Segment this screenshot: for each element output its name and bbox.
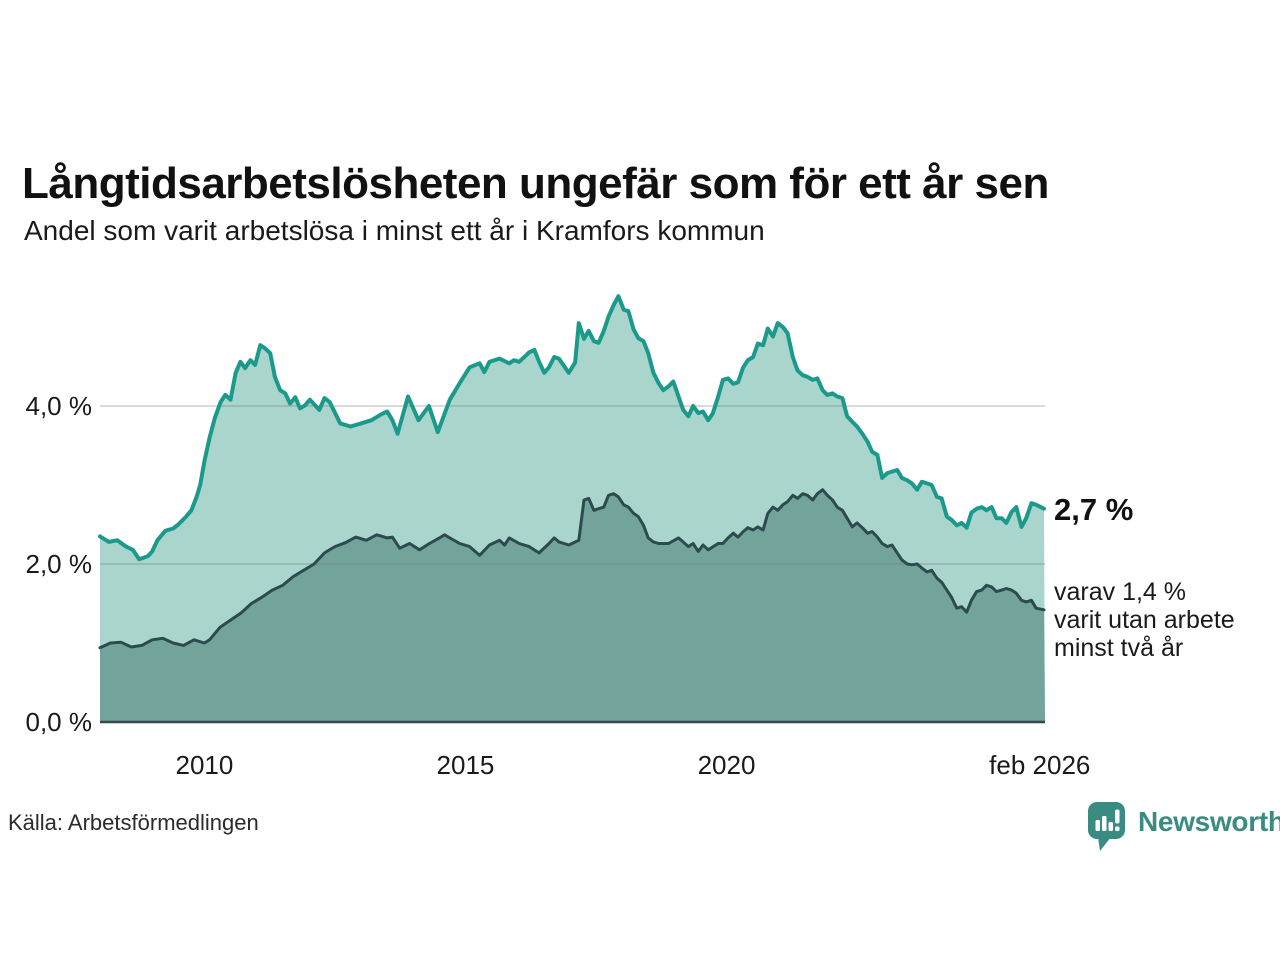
chart-title: Långtidsarbetslösheten ungefär som för e…: [22, 159, 1049, 209]
chart-subtitle: Andel som varit arbetslösa i minst ett å…: [24, 215, 765, 246]
x-tick-label: 2015: [436, 750, 495, 780]
x-tick-label: feb 2026: [989, 750, 1091, 780]
end-note: varav 1,4 % varit utan arbete minst två …: [1054, 578, 1235, 662]
x-tick-label: 2010: [175, 750, 234, 780]
area-unemployed-2yr: [100, 489, 1045, 722]
y-tick-label: 2,0 %: [25, 549, 93, 579]
line-unemployed-2yr: [98, 488, 1046, 650]
x-tick-label: 2020: [697, 750, 756, 780]
line-unemployed-1yr: [98, 294, 1046, 562]
source-label: Källa: Arbetsförmedlingen: [8, 810, 259, 835]
end-note-line: varav 1,4 %: [1054, 578, 1187, 606]
gridlines: [100, 405, 1045, 565]
brand-name: Newsworthy: [1138, 806, 1280, 837]
bar-chart-speech-bubble-icon: [1088, 802, 1125, 851]
end-value-label: 2,7 %: [1054, 492, 1134, 527]
end-note-line: minst två år: [1054, 634, 1184, 662]
newsworthy-logo: Newsworthy: [1087, 801, 1280, 853]
y-tick-label: 0,0 %: [25, 707, 93, 737]
y-tick-label: 4,0 %: [25, 391, 93, 421]
end-note-line: varit utan arbete: [1054, 606, 1235, 634]
